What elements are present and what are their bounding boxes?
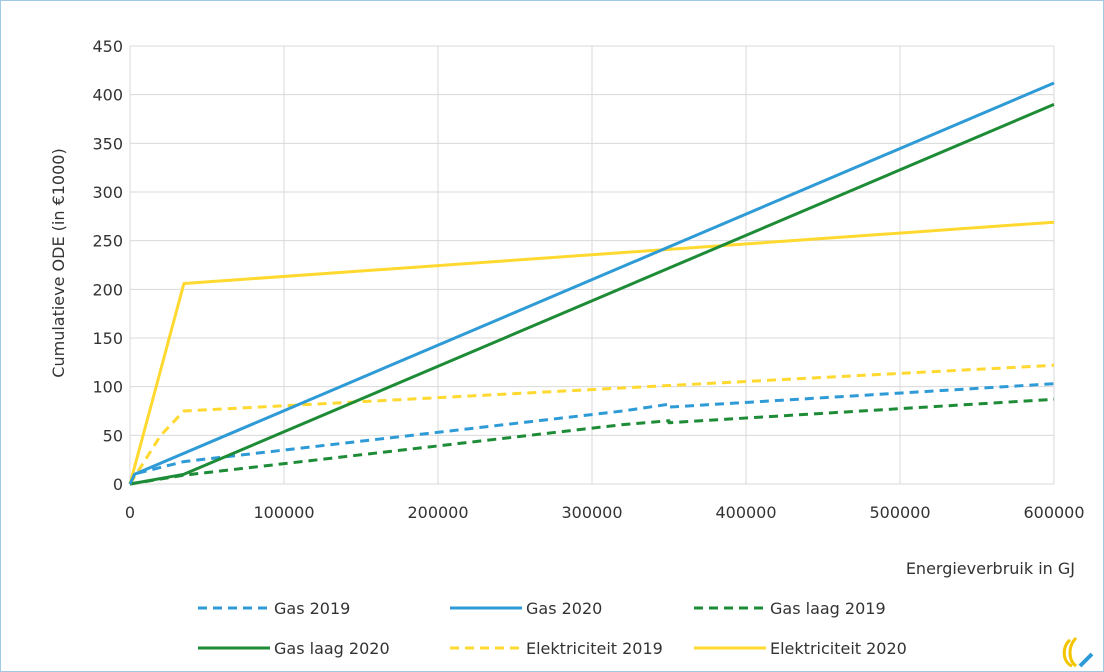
series-line-elektriciteit-2020	[128, 220, 1055, 485]
y-tick-label: 150	[92, 329, 123, 348]
y-tick-label: 200	[92, 280, 123, 299]
series-layer	[128, 81, 1055, 486]
y-tick-label: 250	[92, 232, 123, 251]
legend-label: Gas laag 2020	[274, 639, 390, 658]
legend-label: Gas 2019	[274, 599, 350, 618]
legend-label: Elektriciteit 2020	[770, 639, 907, 658]
series-line-gas-2020	[128, 81, 1055, 485]
x-tick-label: 200000	[407, 503, 468, 522]
tick-labels: 0 50 100 150 200 250 300 350 400 450 0 100000 200000…	[92, 37, 1084, 522]
x-tick-label: 0	[125, 503, 135, 522]
y-tick-label: 350	[92, 134, 123, 153]
legend-label: Gas 2020	[526, 599, 602, 618]
x-tick-label: 300000	[561, 503, 622, 522]
y-axis-label: Cumulatieve ODE (in €1000)	[49, 148, 68, 377]
x-tick-label: 600000	[1023, 503, 1084, 522]
series-line-gas-laag-2020	[129, 103, 1055, 486]
legend: Gas 2019 Gas 2020 Gas laag 2019 Gas laag 20…	[198, 599, 907, 658]
y-tick-label: 100	[92, 378, 123, 397]
y-tick-label: 400	[92, 86, 123, 105]
x-tick-label: 400000	[715, 503, 776, 522]
legend-label: Elektriciteit 2019	[526, 639, 663, 658]
x-tick-label: 500000	[869, 503, 930, 522]
y-tick-label: 450	[92, 37, 123, 56]
y-tick-label: 0	[113, 475, 123, 494]
x-tick-label: 100000	[253, 503, 314, 522]
x-axis-label: Energieverbruik in GJ	[906, 559, 1075, 578]
y-tick-label: 50	[103, 426, 123, 445]
legend-label: Gas laag 2019	[770, 599, 886, 618]
logo-icon	[1062, 636, 1094, 668]
y-tick-label: 300	[92, 183, 123, 202]
series-line-elektriciteit-2019	[128, 363, 1055, 485]
